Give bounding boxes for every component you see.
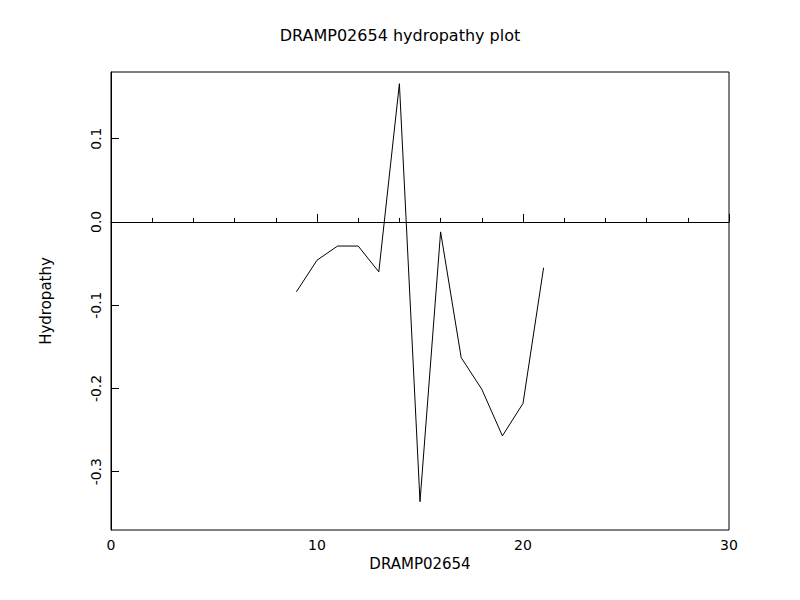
svg-text:-0.3: -0.3 — [88, 458, 104, 485]
svg-text:DRAMP02654 hydropathy plot: DRAMP02654 hydropathy plot — [280, 26, 521, 45]
svg-text:10: 10 — [308, 537, 326, 553]
svg-text:-0.1: -0.1 — [88, 291, 104, 318]
svg-text:20: 20 — [514, 537, 532, 553]
svg-text:DRAMP02654: DRAMP02654 — [369, 555, 470, 573]
svg-text:0.0: 0.0 — [88, 211, 104, 233]
svg-text:0: 0 — [107, 537, 116, 553]
svg-text:30: 30 — [720, 537, 738, 553]
svg-text:0.1: 0.1 — [88, 127, 104, 149]
svg-text:Hydropathy: Hydropathy — [37, 257, 55, 345]
svg-text:-0.2: -0.2 — [88, 375, 104, 402]
